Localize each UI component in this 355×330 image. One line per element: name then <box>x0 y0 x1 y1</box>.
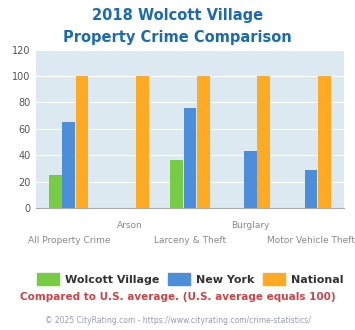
Text: © 2025 CityRating.com - https://www.cityrating.com/crime-statistics/: © 2025 CityRating.com - https://www.city… <box>45 316 310 325</box>
Bar <box>170 160 183 208</box>
Text: Property Crime Comparison: Property Crime Comparison <box>63 30 292 45</box>
Text: Motor Vehicle Theft: Motor Vehicle Theft <box>267 236 355 246</box>
Text: Larceny & Theft: Larceny & Theft <box>154 236 226 246</box>
Bar <box>184 108 196 208</box>
Bar <box>305 170 317 208</box>
Bar <box>244 151 257 208</box>
Bar <box>76 76 88 208</box>
Text: Arson: Arson <box>116 220 142 230</box>
Bar <box>136 76 149 208</box>
Bar <box>62 122 75 208</box>
Text: All Property Crime: All Property Crime <box>28 236 110 246</box>
Text: Compared to U.S. average. (U.S. average equals 100): Compared to U.S. average. (U.S. average … <box>20 292 335 302</box>
Text: 2018 Wolcott Village: 2018 Wolcott Village <box>92 8 263 23</box>
Legend: Wolcott Village, New York, National: Wolcott Village, New York, National <box>32 269 348 289</box>
Bar <box>318 76 331 208</box>
Bar <box>197 76 209 208</box>
Bar <box>257 76 270 208</box>
Bar <box>49 175 62 208</box>
Text: Burglary: Burglary <box>231 220 270 230</box>
